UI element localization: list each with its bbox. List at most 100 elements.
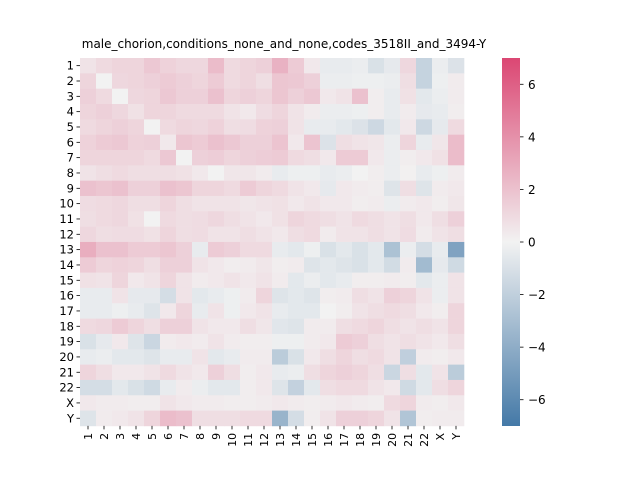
heatmap-cell-5-16	[320, 119, 337, 135]
heatmap-cell-17-16	[320, 303, 337, 319]
heatmap-cell-20-8	[192, 349, 209, 365]
heatmap-cell-6-13	[272, 134, 289, 151]
heatmap-cell-18-15	[304, 318, 321, 335]
heatmap-cell-4-2	[96, 103, 113, 120]
x-tick-label: Y	[450, 433, 463, 441]
heatmap-cell-2-15	[304, 73, 321, 89]
heatmap-cell-5-13	[272, 119, 289, 135]
heatmap-cell-22-14	[288, 379, 305, 396]
heatmap-cell-19-13	[272, 333, 289, 350]
heatmap-cell-21-4	[128, 364, 145, 381]
heatmap-cell-8-22	[416, 165, 433, 181]
x-tick-label: 19	[370, 433, 383, 447]
colorbar-tick-label: 2	[528, 183, 536, 197]
heatmap-cell-18-X	[432, 318, 449, 335]
heatmap-cell-19-17	[336, 333, 353, 350]
heatmap-cell-17-3	[112, 303, 129, 319]
heatmap-cell-10-15	[304, 195, 321, 212]
heatmap-cell-16-Y	[448, 287, 465, 304]
heatmap-cell-13-Y	[448, 241, 465, 258]
heatmap-cell-11-8	[192, 211, 209, 227]
heatmap-cell-4-1	[80, 103, 97, 120]
heatmap-cell-1-1	[80, 58, 97, 74]
heatmap-cell-20-5	[144, 349, 161, 365]
heatmap-cell-3-15	[304, 88, 321, 105]
heatmap-cell-16-16	[320, 287, 337, 304]
colorbar-tick-label: −6	[528, 393, 546, 407]
heatmap-cell-4-3	[112, 103, 129, 120]
heatmap-cell-7-1	[80, 149, 97, 166]
heatmap-cell-6-10	[224, 134, 241, 151]
heatmap-cell-16-22	[416, 287, 433, 304]
heatmap-cell-8-5	[144, 165, 161, 181]
heatmap-cell-1-11	[240, 58, 257, 74]
heatmap-cell-22-3	[112, 379, 129, 396]
heatmap-cell-2-13	[272, 73, 289, 89]
heatmap-cell-21-10	[224, 364, 241, 381]
heatmap-cell-4-X	[432, 103, 449, 120]
heatmap-cell-4-21	[400, 103, 417, 120]
heatmap-cell-X-15	[304, 395, 321, 411]
x-tick-label: 16	[322, 433, 335, 447]
heatmap-cell-7-8	[192, 149, 209, 166]
heatmap-cell-16-12	[256, 287, 273, 304]
heatmap-cell-20-22	[416, 349, 433, 365]
heatmap-cell-18-9	[208, 318, 225, 335]
heatmap-cell-7-22	[416, 149, 433, 166]
heatmap-cell-Y-10	[224, 410, 241, 427]
heatmap-cell-15-1	[80, 272, 97, 289]
heatmap-cell-15-17	[336, 272, 353, 289]
heatmap-cell-15-11	[240, 272, 257, 289]
heatmap-cells	[80, 58, 465, 427]
heatmap-cell-10-6	[160, 195, 177, 212]
y-tick-label: 7	[67, 151, 74, 165]
heatmap-cell-X-8	[192, 395, 209, 411]
heatmap-cell-14-22	[416, 257, 433, 273]
heatmap-cell-17-5	[144, 303, 161, 319]
heatmap-cell-19-2	[96, 333, 113, 350]
heatmap-cell-12-4	[128, 226, 145, 243]
heatmap-cell-12-5	[144, 226, 161, 243]
y-tick-label: 19	[59, 335, 74, 349]
heatmap-cell-3-7	[176, 88, 193, 105]
heatmap-cell-1-6	[160, 58, 177, 74]
heatmap-cell-22-18	[352, 379, 369, 396]
heatmap-cell-8-11	[240, 165, 257, 181]
heatmap-cell-X-21	[400, 395, 417, 411]
heatmap-cell-20-3	[112, 349, 129, 365]
heatmap-cell-12-7	[176, 226, 193, 243]
x-tick-label: 3	[114, 433, 127, 440]
heatmap-cell-16-14	[288, 287, 305, 304]
heatmap-cell-16-11	[240, 287, 257, 304]
heatmap-cell-20-12	[256, 349, 273, 365]
heatmap-cell-17-1	[80, 303, 97, 319]
y-tick-label: 13	[59, 243, 74, 257]
heatmap-cell-22-13	[272, 379, 289, 396]
heatmap-cell-11-13	[272, 211, 289, 227]
heatmap-cell-18-18	[352, 318, 369, 335]
heatmap-cell-19-22	[416, 333, 433, 350]
heatmap-cell-18-7	[176, 318, 193, 335]
heatmap-cell-11-21	[400, 211, 417, 227]
heatmap-cell-13-X	[432, 241, 449, 258]
heatmap-cell-1-12	[256, 58, 273, 74]
heatmap-cell-X-2	[96, 395, 113, 411]
x-tick-label: 14	[290, 433, 303, 447]
heatmap-cell-18-17	[336, 318, 353, 335]
heatmap-cell-19-18	[352, 333, 369, 350]
heatmap-cell-18-2	[96, 318, 113, 335]
heatmap-cell-10-12	[256, 195, 273, 212]
heatmap-cell-22-20	[384, 379, 401, 396]
heatmap-cell-16-20	[384, 287, 401, 304]
y-tick-label: Y	[66, 411, 75, 425]
y-tick-label: 9	[67, 181, 74, 195]
heatmap-cell-6-18	[352, 134, 369, 151]
heatmap-cell-15-15	[304, 272, 321, 289]
heatmap-cell-17-15	[304, 303, 321, 319]
heatmap-cell-1-X	[432, 58, 449, 74]
heatmap-cell-22-10	[224, 379, 241, 396]
heatmap-cell-7-X	[432, 149, 449, 166]
heatmap-cell-3-20	[384, 88, 401, 105]
heatmap-cell-16-17	[336, 287, 353, 304]
heatmap-cell-7-9	[208, 149, 225, 166]
